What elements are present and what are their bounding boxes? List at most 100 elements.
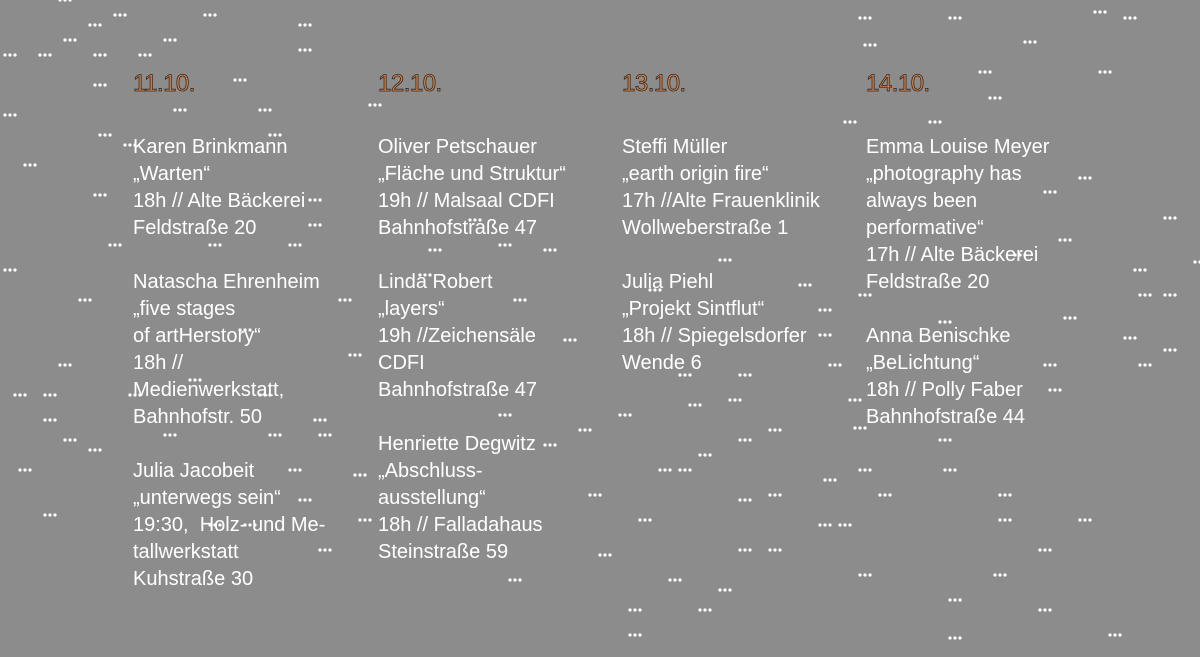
dot xyxy=(188,378,192,382)
dot xyxy=(998,573,1002,577)
dot xyxy=(258,393,262,397)
dot xyxy=(143,53,147,57)
dot xyxy=(998,96,1002,100)
dot xyxy=(693,403,697,407)
dot xyxy=(638,633,642,637)
dot xyxy=(648,288,652,292)
dot xyxy=(68,363,72,367)
dot xyxy=(578,428,582,432)
dot xyxy=(43,53,47,57)
dot xyxy=(1043,190,1047,194)
dot xyxy=(1058,238,1062,242)
dot xyxy=(128,393,132,397)
dot xyxy=(588,493,592,497)
dot xyxy=(1083,176,1087,180)
event: Karen Brinkmann „Warten“ 18h // Alte Bäcke… xyxy=(133,134,305,242)
dot xyxy=(678,373,682,377)
dot xyxy=(368,103,372,107)
dot xyxy=(1023,40,1027,44)
dot xyxy=(248,328,252,332)
dot xyxy=(1118,633,1122,637)
dot xyxy=(958,598,962,602)
event: Oliver Petschauer „Fläche und Struktur“ 19… xyxy=(378,134,566,242)
dot xyxy=(768,428,772,432)
dot xyxy=(98,23,102,27)
dot xyxy=(543,443,547,447)
dot xyxy=(323,418,327,422)
dot xyxy=(593,493,597,497)
dot xyxy=(843,523,847,527)
dot xyxy=(748,548,752,552)
dot xyxy=(863,43,867,47)
dot xyxy=(678,578,682,582)
dot xyxy=(1043,363,1047,367)
dot xyxy=(358,518,362,522)
dot xyxy=(13,393,17,397)
dot xyxy=(28,163,32,167)
event: Julia Piehl „Projekt Sintflut“ 18h // Spie… xyxy=(622,269,807,377)
event-line: „earth origin fire“ xyxy=(622,163,769,185)
dot xyxy=(318,223,322,227)
event-line: „five stages xyxy=(133,298,236,320)
dot xyxy=(103,133,107,137)
event-line: Natascha Ehrenheim xyxy=(133,271,320,293)
event-line: „BeLichtung“ xyxy=(866,352,980,374)
dot xyxy=(88,298,92,302)
dot xyxy=(163,433,167,437)
dot xyxy=(18,393,22,397)
event-line: Julia Piehl xyxy=(622,271,714,293)
dot xyxy=(833,363,837,367)
dot xyxy=(958,16,962,20)
dot xyxy=(1008,518,1012,522)
date: 11.10. xyxy=(133,70,196,98)
dot xyxy=(1053,363,1057,367)
event-line: 18h // Alte Bäckerei xyxy=(133,190,306,212)
dot xyxy=(98,133,102,137)
dot xyxy=(738,438,742,442)
dot xyxy=(138,53,142,57)
dot xyxy=(943,320,947,324)
dot xyxy=(1168,348,1172,352)
dot xyxy=(823,333,827,337)
dot xyxy=(28,468,32,472)
dot xyxy=(778,493,782,497)
dot xyxy=(583,428,587,432)
dot xyxy=(1103,70,1107,74)
dot xyxy=(858,16,862,20)
dot xyxy=(1133,16,1137,20)
dot xyxy=(938,120,942,124)
dot xyxy=(113,243,117,247)
dot xyxy=(633,633,637,637)
dot xyxy=(878,493,882,497)
date: 14.10. xyxy=(866,70,931,98)
dot xyxy=(1128,16,1132,20)
dot xyxy=(93,83,97,87)
dot xyxy=(978,70,982,74)
dot xyxy=(748,498,752,502)
dot xyxy=(213,243,217,247)
dot xyxy=(708,453,712,457)
dot xyxy=(38,53,42,57)
dot xyxy=(958,636,962,640)
dot xyxy=(318,198,322,202)
dot xyxy=(3,53,7,57)
dot xyxy=(628,633,632,637)
dot xyxy=(988,70,992,74)
dot xyxy=(433,248,437,252)
dot xyxy=(828,333,832,337)
dot xyxy=(853,398,857,402)
dot xyxy=(858,573,862,577)
dot xyxy=(738,498,742,502)
dot xyxy=(13,53,17,57)
dot xyxy=(1063,238,1067,242)
event-line: „Warten“ xyxy=(133,163,211,185)
dot xyxy=(868,43,872,47)
dot xyxy=(208,523,212,527)
dot xyxy=(78,298,82,302)
dot xyxy=(748,373,752,377)
dot xyxy=(258,108,262,112)
dot xyxy=(103,83,107,87)
dot xyxy=(428,248,432,252)
dot xyxy=(23,393,27,397)
dot xyxy=(728,398,732,402)
